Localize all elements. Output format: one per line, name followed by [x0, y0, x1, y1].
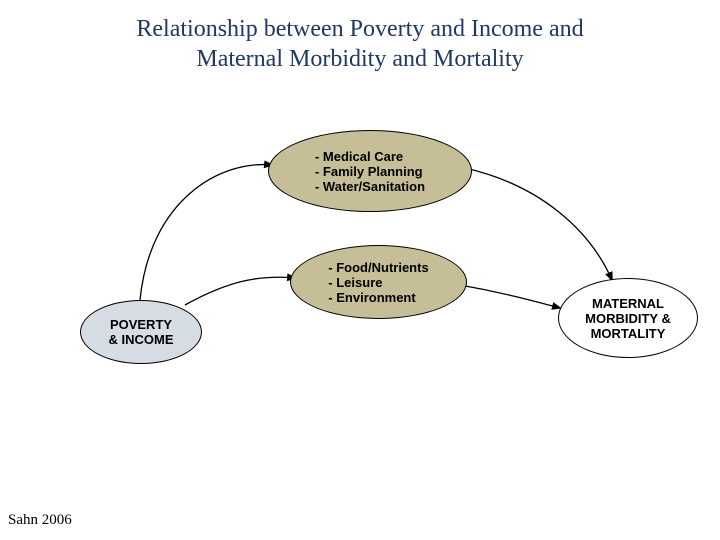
maternal-line-1: MATERNAL — [585, 296, 671, 311]
food-line-1: - Food/Nutrients — [328, 260, 428, 275]
food-line-2: - Leisure — [328, 275, 428, 290]
arrow-food-to-maternal — [460, 285, 560, 308]
footer-citation: Sahn 2006 — [8, 512, 72, 529]
node-food-nutrients: - Food/Nutrients - Leisure - Environment — [290, 245, 467, 319]
diagram-title: Relationship between Poverty and Income … — [60, 14, 660, 74]
title-line-2: Maternal Morbidity and Mortality — [196, 46, 523, 72]
title-line-1: Relationship between Poverty and Income … — [136, 16, 583, 42]
poverty-line-2: & INCOME — [109, 332, 174, 347]
arrow-medical-to-maternal — [465, 168, 612, 280]
maternal-line-2: MORBIDITY & — [585, 311, 671, 326]
medical-line-2: - Family Planning — [315, 164, 425, 179]
node-medical-care: - Medical Care - Family Planning - Water… — [268, 130, 472, 212]
arrow-poverty-to-medical — [140, 165, 272, 300]
medical-line-1: - Medical Care — [315, 149, 425, 164]
medical-line-3: - Water/Sanitation — [315, 179, 425, 194]
food-line-3: - Environment — [328, 290, 428, 305]
poverty-line-1: POVERTY — [109, 317, 174, 332]
maternal-line-3: MORTALITY — [585, 326, 671, 341]
arrow-poverty-to-food — [185, 277, 295, 305]
node-maternal-morbidity-mortality: MATERNAL MORBIDITY & MORTALITY — [558, 278, 698, 358]
node-poverty-income: POVERTY & INCOME — [80, 300, 202, 364]
